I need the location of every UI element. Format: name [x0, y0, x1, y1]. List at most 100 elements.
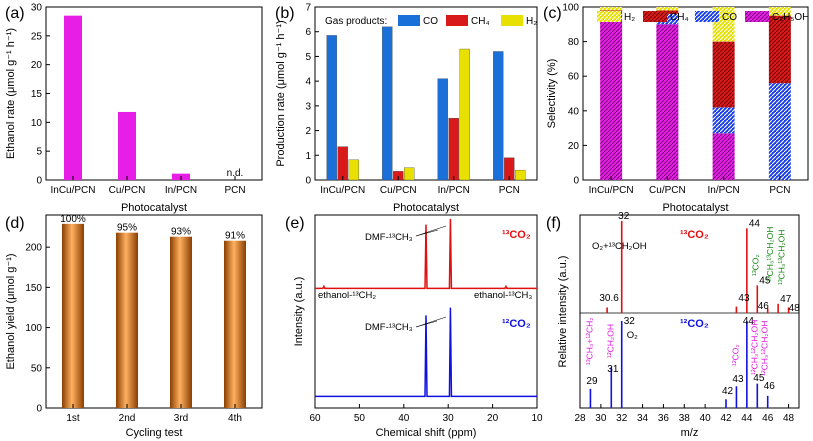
panel-b-bar [404, 167, 415, 181]
panel-c-bar-segment [656, 24, 679, 180]
panel-f-bottom-title: ¹²CO₂ [680, 318, 709, 330]
panel-c-legend-label: C₂H₅OH [772, 12, 809, 23]
panel-a-ytick-label: 20 [31, 60, 43, 71]
panel-b-xtick-label: InCu/PCN [320, 185, 365, 196]
panel-f-bottom-peak-label: 44 [743, 316, 755, 327]
panel-c-xtick-label: PCN [769, 185, 790, 196]
panel-d-xtick-label: 1st [66, 413, 80, 424]
panel-d-frame [45, 214, 263, 409]
panel-a-xtick-label: Cu/PCN [109, 185, 146, 196]
panel-b-bar [382, 26, 393, 181]
panel-b-bar [515, 169, 526, 181]
panel-b-ytick-label: 4 [305, 77, 311, 88]
panel-a-ytick-label: 5 [36, 147, 42, 158]
panel-f-top-title: ¹³CO₂ [680, 229, 709, 241]
panel-a-label: (a) [5, 5, 25, 22]
panel-b-bar [448, 118, 459, 181]
panel-e-series-label: ¹²CO₂ [502, 318, 531, 330]
panel-c-ylabel: Selectivity (%) [546, 59, 558, 129]
panel-b-bar [337, 146, 348, 181]
panel-d-bar-label: 91% [225, 231, 245, 242]
panel-f-annotation: ¹³CH₃¹³CH₂OH [765, 227, 775, 282]
panel-f-bottom-peak-label: 45 [753, 373, 765, 384]
panel-d-ylabel: Ethanol yield (μmol g⁻¹) [5, 253, 17, 369]
panel-f-bottom-peak-label: 29 [586, 376, 598, 387]
panel-a-xlabel: Photocatalyst [121, 202, 187, 214]
panel-c-bar-segment [712, 107, 735, 134]
panel-b-legend-label: CH₄ [471, 16, 490, 27]
panel-e-label: (e) [285, 215, 305, 232]
panel-f-top-peak-label: 48 [789, 303, 801, 314]
panel-b-label: (b) [275, 5, 295, 22]
panel-e-spectrum-line [315, 218, 537, 290]
panel-f-xtick-label: 46 [762, 413, 774, 424]
panel-b-bar [493, 51, 504, 181]
panel-f-top-peak-label: 32 [618, 211, 630, 222]
panel-b-frame [314, 6, 538, 181]
panel-b-bar [437, 78, 448, 181]
panel-d-bar-label: 100% [60, 214, 86, 225]
panel-a-bar [118, 111, 136, 180]
panel-d-bar [170, 236, 192, 408]
panel-f-annotation: ¹²CO₂ [731, 344, 741, 366]
panel-f-xtick-label: 28 [574, 413, 586, 424]
panel-f-xtick-label: 40 [700, 413, 712, 424]
panel-f-xtick-label: 30 [595, 413, 607, 424]
panel-f-bottom-peak-label: 31 [607, 364, 619, 375]
panel-e-spectrum-line [315, 307, 537, 398]
panel-a-ytick-label: 0 [36, 176, 42, 187]
panel-e-annotation-arrow [415, 225, 447, 237]
panel-f-xtick-label: 42 [720, 413, 732, 424]
panel-f-top-peak-label: 47 [780, 294, 792, 305]
panel-f-xtick-label: 34 [637, 413, 649, 424]
panel-a-ytick-label: 30 [31, 3, 43, 14]
panel-f-top-peak-label: 46 [758, 301, 770, 312]
panel-c-xtick-label: In/PCN [708, 185, 740, 196]
panel-b-legend-swatch [501, 15, 523, 26]
panel-b-ytick-label: 0 [305, 176, 311, 187]
panel-e-series-label: ¹³CO₂ [502, 229, 531, 241]
panel-a-ytick-label: 15 [31, 89, 43, 100]
panel-b-ytick-label: 7 [305, 3, 311, 14]
panel-d-ytick-label: 50 [31, 363, 43, 374]
panel-f-bottom-peak-label: 42 [722, 386, 734, 397]
panel-c-ytick-label: 20 [568, 141, 580, 152]
panel-c-bar-segment [656, 13, 679, 25]
panel-c-legend-label: CO [722, 12, 737, 23]
panel-b-legend-swatch [398, 15, 420, 26]
panel-e-xtick-label: 40 [398, 413, 410, 424]
panel-f-annotation: ¹³CH₃+¹²CH₂ [585, 317, 595, 365]
panel-a-bar [64, 15, 82, 181]
panel-e-xtick-label: 60 [309, 413, 321, 424]
panel-e-annotation: DMF-¹³CH₃ [365, 322, 413, 333]
panel-c-legend-swatch [745, 11, 769, 22]
panel-a-xtick-label: PCN [224, 185, 245, 196]
panel-f-top-peak-label: 45 [759, 275, 771, 286]
panel-b-xtick-label: Cu/PCN [380, 185, 417, 196]
panel-e-annotation-arrow [415, 316, 447, 328]
panel-b-bar [459, 48, 470, 181]
panel-e-ylabel: Intensity (a.u.) [293, 277, 305, 347]
panel-a-xtick-label: In/PCN [165, 185, 197, 196]
panel-d-xtick-label: 2nd [119, 413, 136, 424]
panel-b-xlabel: Photocatalyst [393, 202, 459, 214]
panel-f-top-peak-label: 43 [738, 293, 750, 304]
panel-c-xtick-label: Cu/PCN [649, 185, 686, 196]
panel-d-ytick-label: 0 [36, 404, 42, 415]
panel-d-bar-label: 93% [171, 227, 191, 238]
panel-c-bar-segment [656, 10, 679, 14]
panel-b-bar [326, 35, 337, 181]
panel-f-annotation: ¹²CH₃¹²CH₂OH [760, 321, 770, 376]
panel-c-xtick-label: InCu/PCN [589, 185, 634, 196]
panel-c-xlabel: Photocatalyst [662, 202, 728, 214]
panel-c-ytick-label: 40 [568, 106, 580, 117]
panel-d-ytick-label: 200 [25, 243, 42, 254]
panel-f-annotation: O₂ [627, 330, 638, 341]
panel-a-ylabel: Ethanol rate (μmol g⁻¹ h⁻¹) [5, 28, 17, 159]
panel-d-ytick-label: 100 [25, 323, 42, 334]
panel-d-bar [62, 223, 84, 408]
panel-b-ytick-label: 5 [305, 52, 311, 63]
panel-b-xtick-label: PCN [499, 185, 520, 196]
